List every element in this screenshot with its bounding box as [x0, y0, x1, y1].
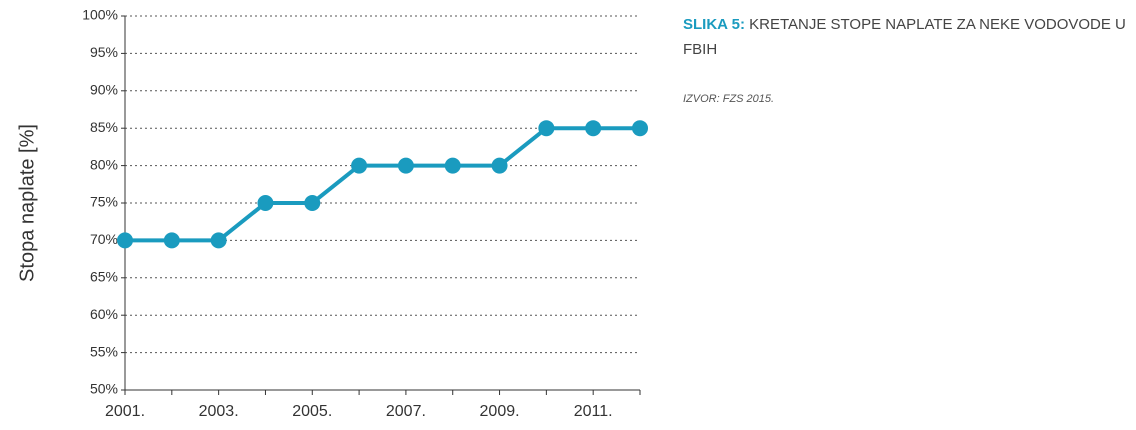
- x-tick-label: 2009.: [480, 403, 520, 420]
- y-tick-label: 100%: [82, 7, 118, 23]
- point: [210, 232, 227, 249]
- chart: Stopa naplate [%] 50% 55% 60% 65% 70% 75% 80% 8…: [16, 7, 648, 420]
- point: [257, 195, 274, 211]
- point: [444, 157, 461, 174]
- point: [538, 120, 555, 137]
- y-tick-label: 50%: [90, 381, 118, 397]
- x-tick-label: 2003.: [199, 403, 239, 420]
- y-tick-label: 70%: [90, 231, 118, 247]
- y-tick-label: 55%: [90, 343, 118, 359]
- point: [117, 232, 133, 249]
- y-tick-label: 85%: [90, 119, 118, 135]
- x-tick-label: 2007.: [386, 403, 426, 420]
- title-text: KRETANJE STOPE NAPLATE ZA NEKE VODOVODE …: [683, 16, 1126, 58]
- x-tick-label: 2001.: [105, 403, 145, 420]
- point: [304, 195, 321, 211]
- y-tick-label: 65%: [90, 269, 118, 285]
- y-tick-label: 60%: [90, 306, 118, 322]
- y-tick-label: 80%: [90, 156, 118, 172]
- source: IZVOR: FZS 2015.: [683, 93, 775, 105]
- y-tick-label: 90%: [90, 82, 118, 98]
- point: [163, 232, 180, 249]
- x-tick-label: 2005.: [292, 403, 332, 420]
- point: [397, 157, 414, 174]
- title-label: SLIKA 5:: [683, 16, 745, 33]
- y-axis-label: Stopa naplate [%]: [16, 124, 38, 282]
- point: [632, 120, 648, 137]
- chart-title: SLIKA 5: KRETANJE STOPE NAPLATE ZA NEKE …: [683, 12, 1128, 62]
- y-tick-label: 95%: [90, 44, 118, 60]
- line: [125, 126, 640, 243]
- point: [585, 120, 602, 137]
- point: [491, 157, 508, 174]
- x-tick-label: 2011.: [574, 403, 613, 420]
- point: [351, 157, 368, 174]
- y-tick-label: 75%: [90, 194, 118, 210]
